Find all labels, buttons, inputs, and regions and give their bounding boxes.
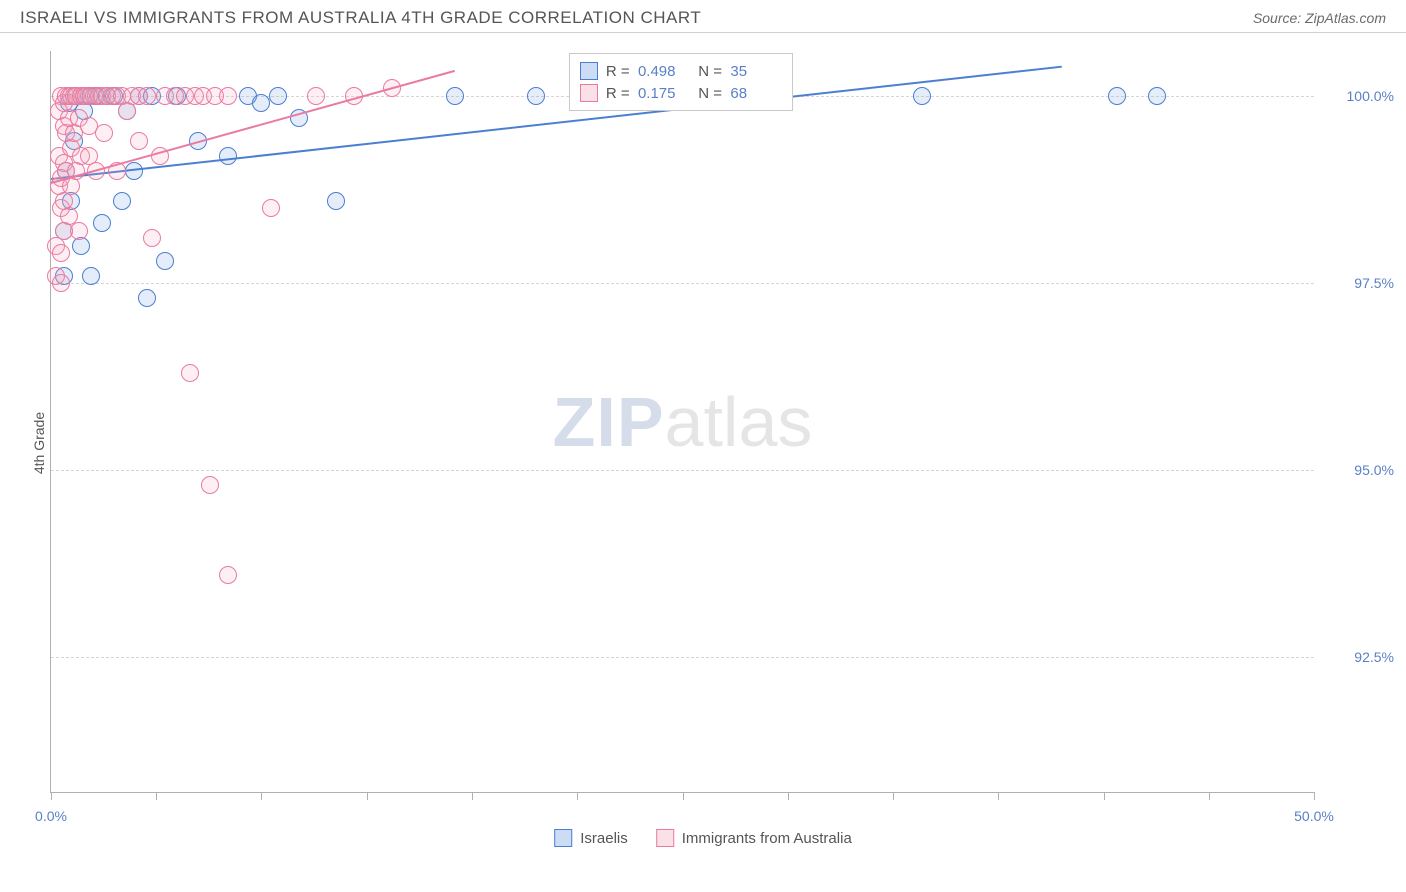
data-point xyxy=(262,199,280,217)
data-point xyxy=(181,364,199,382)
data-point xyxy=(1108,87,1126,105)
correlation-legend: R = 0.498 N = 35 R = 0.175 N = 68 xyxy=(569,53,794,111)
data-point xyxy=(527,87,545,105)
data-point xyxy=(307,87,325,105)
data-point xyxy=(219,566,237,584)
data-point xyxy=(52,244,70,262)
data-point xyxy=(113,192,131,210)
x-tick-label: 0.0% xyxy=(35,808,67,824)
legend-row: R = 0.175 N = 68 xyxy=(580,82,783,104)
data-point xyxy=(143,229,161,247)
x-tick xyxy=(1104,792,1105,800)
y-tick-label: 97.5% xyxy=(1324,275,1394,291)
x-tick xyxy=(1209,792,1210,800)
data-point xyxy=(201,476,219,494)
data-point xyxy=(138,289,156,307)
legend-label: Israelis xyxy=(580,830,628,847)
x-tick xyxy=(261,792,262,800)
grid-line xyxy=(51,470,1314,471)
data-point xyxy=(70,222,88,240)
y-tick-label: 95.0% xyxy=(1324,462,1394,478)
watermark: ZIPatlas xyxy=(553,382,813,462)
legend-item: Israelis xyxy=(554,829,628,847)
legend-item: Immigrants from Australia xyxy=(656,829,852,847)
chart-container: 4th Grade ZIPatlas 92.5%95.0%97.5%100.0%… xyxy=(0,33,1406,853)
data-point xyxy=(219,87,237,105)
data-point xyxy=(72,237,90,255)
data-point xyxy=(156,252,174,270)
data-point xyxy=(130,132,148,150)
bottom-legend: Israelis Immigrants from Australia xyxy=(554,829,852,847)
x-tick xyxy=(577,792,578,800)
legend-swatch xyxy=(554,829,572,847)
x-tick xyxy=(998,792,999,800)
legend-label: Immigrants from Australia xyxy=(682,830,852,847)
grid-line xyxy=(51,283,1314,284)
grid-line xyxy=(51,657,1314,658)
plot-area: ZIPatlas 92.5%95.0%97.5%100.0%0.0%50.0%R… xyxy=(50,51,1314,793)
data-point xyxy=(269,87,287,105)
data-point xyxy=(52,274,70,292)
x-tick xyxy=(683,792,684,800)
data-point xyxy=(913,87,931,105)
y-tick-label: 100.0% xyxy=(1324,88,1394,104)
data-point xyxy=(95,124,113,142)
x-tick xyxy=(472,792,473,800)
chart-source: Source: ZipAtlas.com xyxy=(1253,10,1386,26)
watermark-zip: ZIP xyxy=(553,383,665,461)
y-axis-label: 4th Grade xyxy=(31,412,47,474)
x-tick xyxy=(51,792,52,800)
watermark-atlas: atlas xyxy=(665,383,813,461)
legend-text: R = 0.175 N = 68 xyxy=(606,85,783,102)
x-tick xyxy=(1314,792,1315,800)
legend-swatch xyxy=(580,62,598,80)
data-point xyxy=(219,147,237,165)
x-tick xyxy=(893,792,894,800)
legend-swatch xyxy=(656,829,674,847)
x-tick xyxy=(156,792,157,800)
data-point xyxy=(252,94,270,112)
legend-swatch xyxy=(580,84,598,102)
data-point xyxy=(93,214,111,232)
data-point xyxy=(1148,87,1166,105)
legend-row: R = 0.498 N = 35 xyxy=(580,60,783,82)
data-point xyxy=(82,267,100,285)
legend-text: R = 0.498 N = 35 xyxy=(606,63,783,80)
x-tick-label: 50.0% xyxy=(1294,808,1334,824)
y-tick-label: 92.5% xyxy=(1324,649,1394,665)
trend-line xyxy=(51,66,1062,180)
chart-title: ISRAELI VS IMMIGRANTS FROM AUSTRALIA 4TH… xyxy=(20,8,701,28)
x-tick xyxy=(367,792,368,800)
data-point xyxy=(138,87,156,105)
data-point xyxy=(327,192,345,210)
chart-header: ISRAELI VS IMMIGRANTS FROM AUSTRALIA 4TH… xyxy=(0,0,1406,33)
x-tick xyxy=(788,792,789,800)
data-point xyxy=(446,87,464,105)
